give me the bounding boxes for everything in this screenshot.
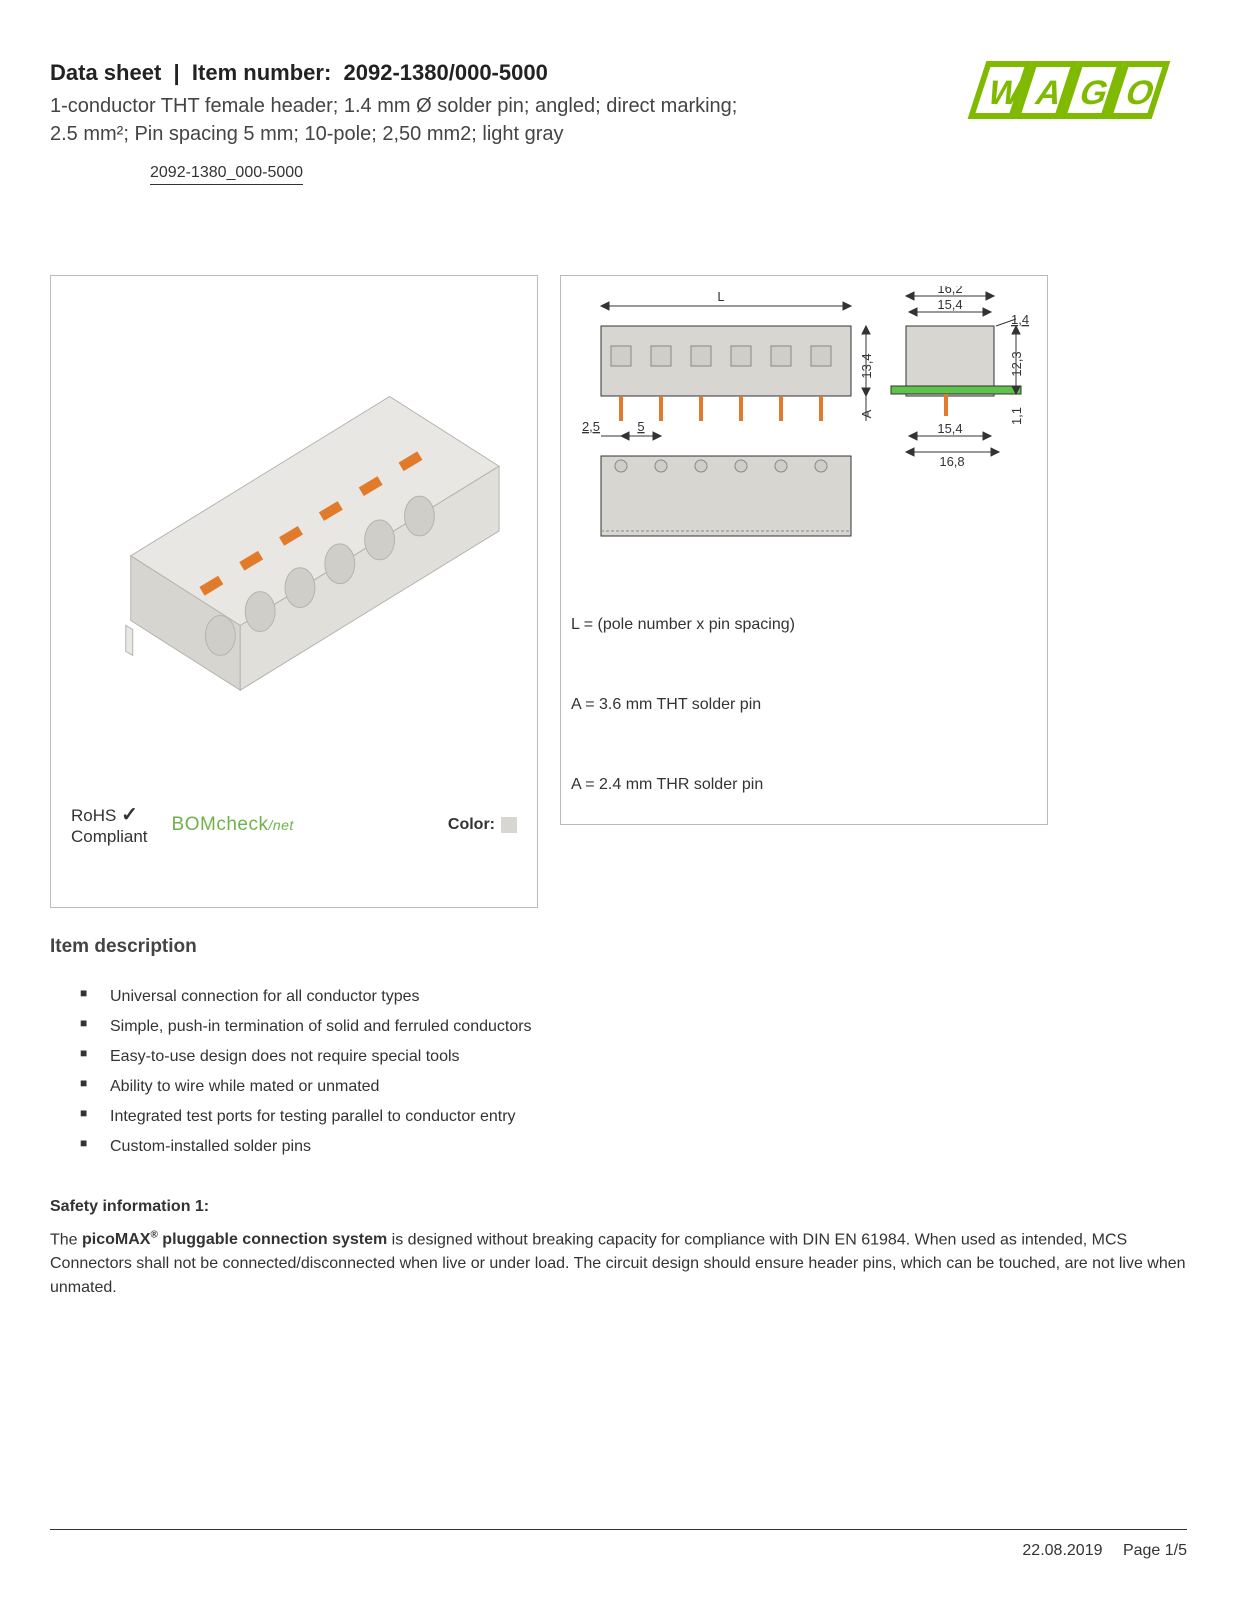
- product-render: [71, 296, 517, 726]
- wago-logo: W A G O: [957, 56, 1187, 133]
- product-image-box: RoHS ✓ Compliant BOMcheck/net Color:: [50, 275, 538, 908]
- svg-text:L: L: [717, 289, 724, 304]
- svg-text:13,4: 13,4: [859, 353, 874, 378]
- list-item: Simple, push-in termination of solid and…: [80, 1012, 1187, 1042]
- item-number: 2092-1380/000-5000: [344, 60, 548, 85]
- datasheet-label: Data sheet: [50, 60, 161, 85]
- list-item: Custom-installed solder pins: [80, 1132, 1187, 1162]
- list-item: Universal connection for all conductor t…: [80, 982, 1187, 1012]
- footer-date: 22.08.2019: [1022, 1542, 1102, 1559]
- item-description-list: Universal connection for all conductor t…: [50, 982, 1187, 1162]
- page-footer: 22.08.2019 Page 1/5: [50, 1529, 1187, 1560]
- dimension-diagram-box: L 13,4 A 2,5 5: [560, 275, 1048, 825]
- color-swatch: [501, 817, 517, 833]
- product-description: 1-conductor THT female header; 1.4 mm Ø …: [50, 92, 770, 148]
- svg-text:16,2: 16,2: [937, 286, 962, 296]
- diagram-note-A1: A = 3.6 mm THT solder pin: [571, 696, 1037, 714]
- svg-text:15,4: 15,4: [937, 297, 962, 312]
- check-icon: ✓: [121, 804, 138, 826]
- list-item: Ability to wire while mated or unmated: [80, 1072, 1187, 1102]
- header-text-block: Data sheet | Item number: 2092-1380/000-…: [50, 60, 957, 185]
- bomcheck-logo: BOMcheck/net: [172, 814, 294, 836]
- svg-text:15,4: 15,4: [937, 421, 962, 436]
- dimension-diagram: L 13,4 A 2,5 5: [571, 286, 1037, 606]
- list-item: Easy-to-use design does not require spec…: [80, 1042, 1187, 1072]
- item-description-title: Item description: [50, 936, 1187, 958]
- item-number-label: Item number:: [192, 60, 331, 85]
- part-number-link[interactable]: 2092-1380_000-5000: [150, 164, 303, 185]
- list-item: Integrated test ports for testing parall…: [80, 1102, 1187, 1132]
- diagram-note-A2: A = 2.4 mm THR solder pin: [571, 776, 1037, 794]
- svg-text:16,8: 16,8: [939, 454, 964, 469]
- footer-page: Page 1/5: [1123, 1542, 1187, 1559]
- svg-text:1,1: 1,1: [1009, 407, 1024, 425]
- safety-title: Safety information 1:: [50, 1198, 1187, 1216]
- title-line: Data sheet | Item number: 2092-1380/000-…: [50, 60, 957, 86]
- svg-text:A: A: [859, 409, 874, 418]
- rohs-compliant-label: RoHS ✓ Compliant: [71, 803, 148, 847]
- diagram-note-L: L = (pole number x pin spacing): [571, 616, 1037, 634]
- svg-text:5: 5: [637, 419, 644, 434]
- safety-text: The picoMAX® pluggable connection system…: [50, 1228, 1187, 1300]
- svg-text:2,5: 2,5: [582, 419, 600, 434]
- svg-text:12,3: 12,3: [1009, 351, 1024, 376]
- color-label: Color:: [448, 816, 517, 834]
